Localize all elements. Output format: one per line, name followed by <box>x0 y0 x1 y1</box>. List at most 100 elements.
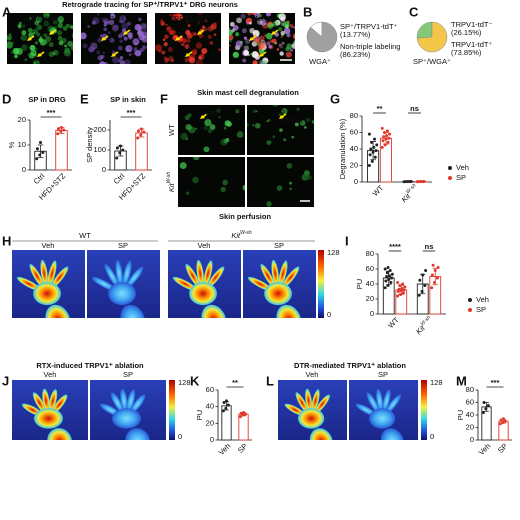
cell <box>252 109 257 113</box>
arrow-head <box>111 53 116 57</box>
cell <box>34 41 39 45</box>
image-content <box>247 105 314 145</box>
panel-f-image <box>178 157 245 207</box>
cell <box>195 42 203 49</box>
cell <box>193 48 198 52</box>
hand <box>172 259 227 318</box>
cell <box>242 58 247 63</box>
cell <box>45 13 50 18</box>
data-point <box>431 263 435 267</box>
forearm <box>120 304 146 318</box>
chart-title: SP in skin <box>110 95 146 104</box>
cell <box>111 24 119 32</box>
cell <box>139 47 144 52</box>
thermal-image <box>12 380 88 440</box>
arrow-head <box>175 37 180 41</box>
cell <box>278 13 286 21</box>
cell <box>306 174 312 181</box>
cell <box>299 120 306 126</box>
finger <box>206 266 225 289</box>
cell <box>67 40 73 47</box>
cell <box>293 26 295 29</box>
data-point <box>420 290 424 293</box>
data-point <box>385 275 389 278</box>
data-point <box>35 157 39 161</box>
data-point <box>115 156 119 160</box>
cell <box>283 27 291 35</box>
cell <box>30 49 37 57</box>
cell <box>224 120 231 127</box>
cell <box>279 51 284 56</box>
panel-letter: M <box>456 373 467 388</box>
data-point <box>397 287 401 291</box>
cell <box>103 18 110 26</box>
cell <box>35 16 42 23</box>
data-point <box>62 128 66 132</box>
y-tick-label: 80 <box>366 249 374 258</box>
cell <box>119 39 123 43</box>
cell <box>304 126 307 129</box>
y-tick-label: 40 <box>366 279 374 288</box>
data-point <box>386 266 390 269</box>
cell <box>181 42 185 47</box>
cell <box>15 47 23 55</box>
data-point <box>239 411 243 415</box>
cell <box>289 48 294 52</box>
cell <box>217 48 221 52</box>
data-point <box>388 269 392 272</box>
stain-label: Avidin <box>282 116 302 125</box>
cell <box>291 43 295 49</box>
cell <box>296 107 300 111</box>
finger <box>50 266 69 289</box>
cell <box>231 28 236 33</box>
data-point <box>38 153 42 157</box>
finger <box>91 276 117 291</box>
cell <box>57 35 63 41</box>
cell <box>108 19 115 26</box>
cell <box>278 43 282 47</box>
y-tick-label: 0 <box>210 435 214 444</box>
data-point <box>409 179 413 183</box>
cell <box>235 40 243 48</box>
panel-letter: D <box>2 91 11 106</box>
thermal-image <box>87 250 160 318</box>
cell <box>170 58 175 63</box>
cell <box>229 21 235 27</box>
cell <box>271 38 277 44</box>
y-tick-label: 20 <box>206 418 214 427</box>
cell <box>43 33 48 38</box>
cell <box>255 110 258 113</box>
cell <box>220 186 226 192</box>
data-point <box>374 149 378 153</box>
finger <box>110 392 125 414</box>
data-point <box>39 141 42 144</box>
significance-label: *** <box>491 378 500 387</box>
cell <box>164 34 169 39</box>
palm <box>298 408 325 429</box>
y-tick-label: 80 <box>466 385 474 394</box>
cell <box>160 18 163 22</box>
slice-label: TRPV1-tdT⁺ <box>451 40 493 49</box>
arrow-head <box>101 37 106 41</box>
legend-label: SP <box>456 173 466 182</box>
data-point <box>387 274 391 278</box>
significance-label: ns <box>425 242 434 251</box>
cell <box>136 25 143 32</box>
data-point <box>406 180 410 184</box>
cell <box>96 50 101 55</box>
finger <box>203 260 213 287</box>
panel-letter: G <box>330 91 340 106</box>
cell <box>163 42 168 47</box>
slice-value-label: (86.23%) <box>340 50 371 59</box>
cell <box>186 38 191 44</box>
arrow-head <box>49 31 54 35</box>
cell <box>118 17 125 24</box>
palm <box>264 281 292 306</box>
finger <box>385 394 401 414</box>
cell <box>29 44 36 51</box>
cell <box>107 31 111 35</box>
finger <box>40 259 48 287</box>
data-point <box>501 421 505 424</box>
data-point <box>136 136 140 140</box>
